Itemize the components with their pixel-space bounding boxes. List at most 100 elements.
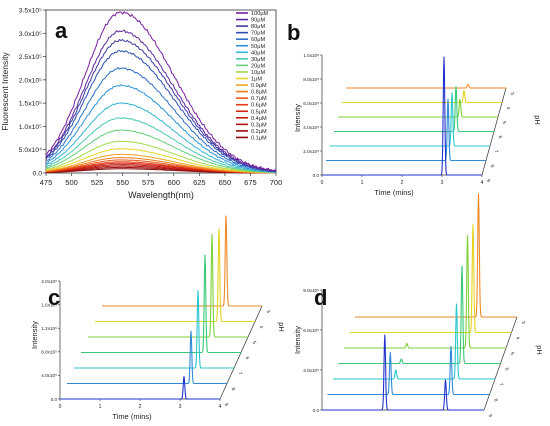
p-b-trace-ph-5 [337,98,499,118]
p-c-trace-ph-7 [73,289,235,369]
panel-letter-c: c [48,285,60,310]
p-d-depth-tick-1: 8 [492,398,499,403]
legend-label-5: 60μM [251,37,265,43]
legend-label-7: 40μM [251,50,265,56]
p-c-y-tick-2: 8.0x10⁵ [41,350,57,355]
a-y-tick-3: 1.5x10⁵ [19,101,42,108]
p-b-depth-tick-1: 8 [489,164,496,169]
p-b-depth-tick-3: 6 [497,135,504,140]
p-d-depth-tick-5: 4 [514,336,521,341]
p-c-depth-tick-0: 9 [223,402,230,407]
spectrum-line-2 [45,29,277,172]
p-c-x-tick-2: 2 [139,404,142,410]
a-x-tick-8: 675 [244,178,257,187]
p-d-trace-ph-3 [354,193,518,318]
a-x-tick-5: 600 [168,178,181,187]
legend-label-14: 0.7μM [251,96,267,102]
a-y-tick-1: 5.0x10⁴ [19,147,42,154]
legend-label-11: 1μM [251,77,262,83]
spectrum-line-4 [45,49,277,173]
p-c-y-tick-0: 0.0 [51,397,58,402]
p-c-x-tick-1: 1 [99,404,102,410]
p-b-y-tick-0: 0.0 [313,173,320,178]
p-b-y-tick-4: 8.0x10⁵ [303,77,319,82]
a-y-tick-0: 0.0 [33,171,43,178]
p-c-depth-tick-4: 5 [251,340,258,345]
p-b-x-tick-3: 3 [441,180,444,186]
p-c-trace-ph-5 [87,233,249,338]
p-b-x-tick-0: 0 [321,180,324,186]
p-b-depth-tick-4: 5 [501,120,508,125]
p-c-depth-tick-6: 3 [265,309,272,314]
spectrum-line-10 [45,140,277,174]
p-c-trace-ph-4 [94,228,256,323]
a-y-axis-label: Fluorescent Intensity [0,52,10,131]
p-c-trace-ph-8 [66,330,228,385]
legend-label-19: 0.2μM [251,129,267,135]
spectrum-line-6 [45,84,277,174]
a-y-tick-7: 3.5x10⁵ [19,8,42,15]
panel-letter-a: a [55,18,68,43]
a-x-tick-0: 475 [40,178,53,187]
panel-a-curves [45,11,277,174]
spectrum-line-3 [45,38,277,173]
a-y-tick-5: 2.5x10⁵ [19,54,42,61]
p-d-depth-tick-2: 7 [498,382,505,387]
legend-label-3: 80μM [251,24,265,30]
a-x-tick-6: 625 [193,178,206,187]
a-x-tick-1: 500 [65,178,78,187]
p-b-y-tick-2: 4.0x10⁵ [303,125,319,130]
a-y-tick-6: 3.0x10⁵ [19,31,42,38]
p-d-y-tick-3: 9.0x10⁵ [303,288,319,293]
p-d-y-tick-2: 6.0x10⁵ [303,328,319,333]
p-b-y-tick-5: 1.0x10⁶ [303,53,319,58]
panel-a-plot-frame [45,9,277,174]
p-d-trace-ph-9 [321,334,485,411]
p-c-y-axis-label: Intensity [30,321,39,349]
spectrum-line-9 [45,129,277,174]
p-b-trace-ph-3 [345,83,507,89]
p-c-x-tick-0: 0 [59,404,62,410]
p-d-depth-tick-4: 5 [509,351,516,356]
p-d-y-tick-0: 0.0 [313,408,320,413]
a-x-tick-3: 550 [116,178,129,187]
p-c-y-tick-4: 1.6x10⁶ [41,302,57,307]
legend-label-15: 0.6μM [251,103,267,109]
p-d-trace-ph-7 [332,303,496,380]
p-c-trace-ph-9 [59,375,221,400]
panel-b: 0.0 2.0x10⁵ 4.0x10⁵ 6.0x10⁵ 8.0x10⁵ 1.0x10⁶ In… [293,53,542,197]
p-b-trace-ph-8 [325,98,487,162]
p-c-x-tick-4: 4 [219,404,222,410]
legend-label-10: 10μM [251,70,265,76]
a-x-tick-7: 650 [219,178,232,187]
a-y-tick-2: 1.0x10⁵ [19,124,42,131]
a-x-tick-4: 575 [142,178,155,187]
legend-label-9: 20μM [251,63,265,69]
legend-label-4: 70μM [251,31,265,37]
p-c-depth-axis-label: pH [277,322,286,332]
p-b-depth-axis-label: pH [533,115,542,125]
legend-label-16: 0.5μM [251,109,267,115]
spectrum-line-8 [45,117,277,173]
p-c-trace-ph-6 [80,254,242,354]
legend-label-1: 100μM [251,11,269,17]
panel-letter-b: b [287,20,300,45]
p-d-y-axis-label: Intensity [293,326,302,354]
p-d-depth-axis-label: pH [535,345,544,355]
p-c-depth-tick-1: 8 [230,387,237,392]
p-c-x-axis-label: Time (mins) [112,412,152,421]
p-b-y-tick-1: 2.0x10⁵ [303,149,319,154]
legend-label-2: 90μM [251,18,265,24]
legend-label-6: 50μM [251,44,265,50]
a-y-tick-4: 2.0x10⁵ [19,77,42,84]
panel-d: 0.0 3.0x10⁵ 6.0x10⁵ 9.0x10⁵ Intensity 9 8 7 6 5 4 3… [293,193,544,418]
p-b-x-axis-label: Time (mins) [374,188,414,197]
p-c-depth-tick-5: 4 [258,325,265,330]
panel-a-legend: 100μM90μM80μM70μM60μM50μM40μM30μM20μM10μ… [236,11,269,141]
p-c-y-tick-1: 4.0x10⁵ [41,373,57,378]
p-b-depth-tick-6: 3 [509,91,516,96]
a-x-tick-9: 700 [270,178,283,187]
panel-letter-d: d [314,285,327,310]
p-b-depth-tick-0: 9 [485,178,492,183]
